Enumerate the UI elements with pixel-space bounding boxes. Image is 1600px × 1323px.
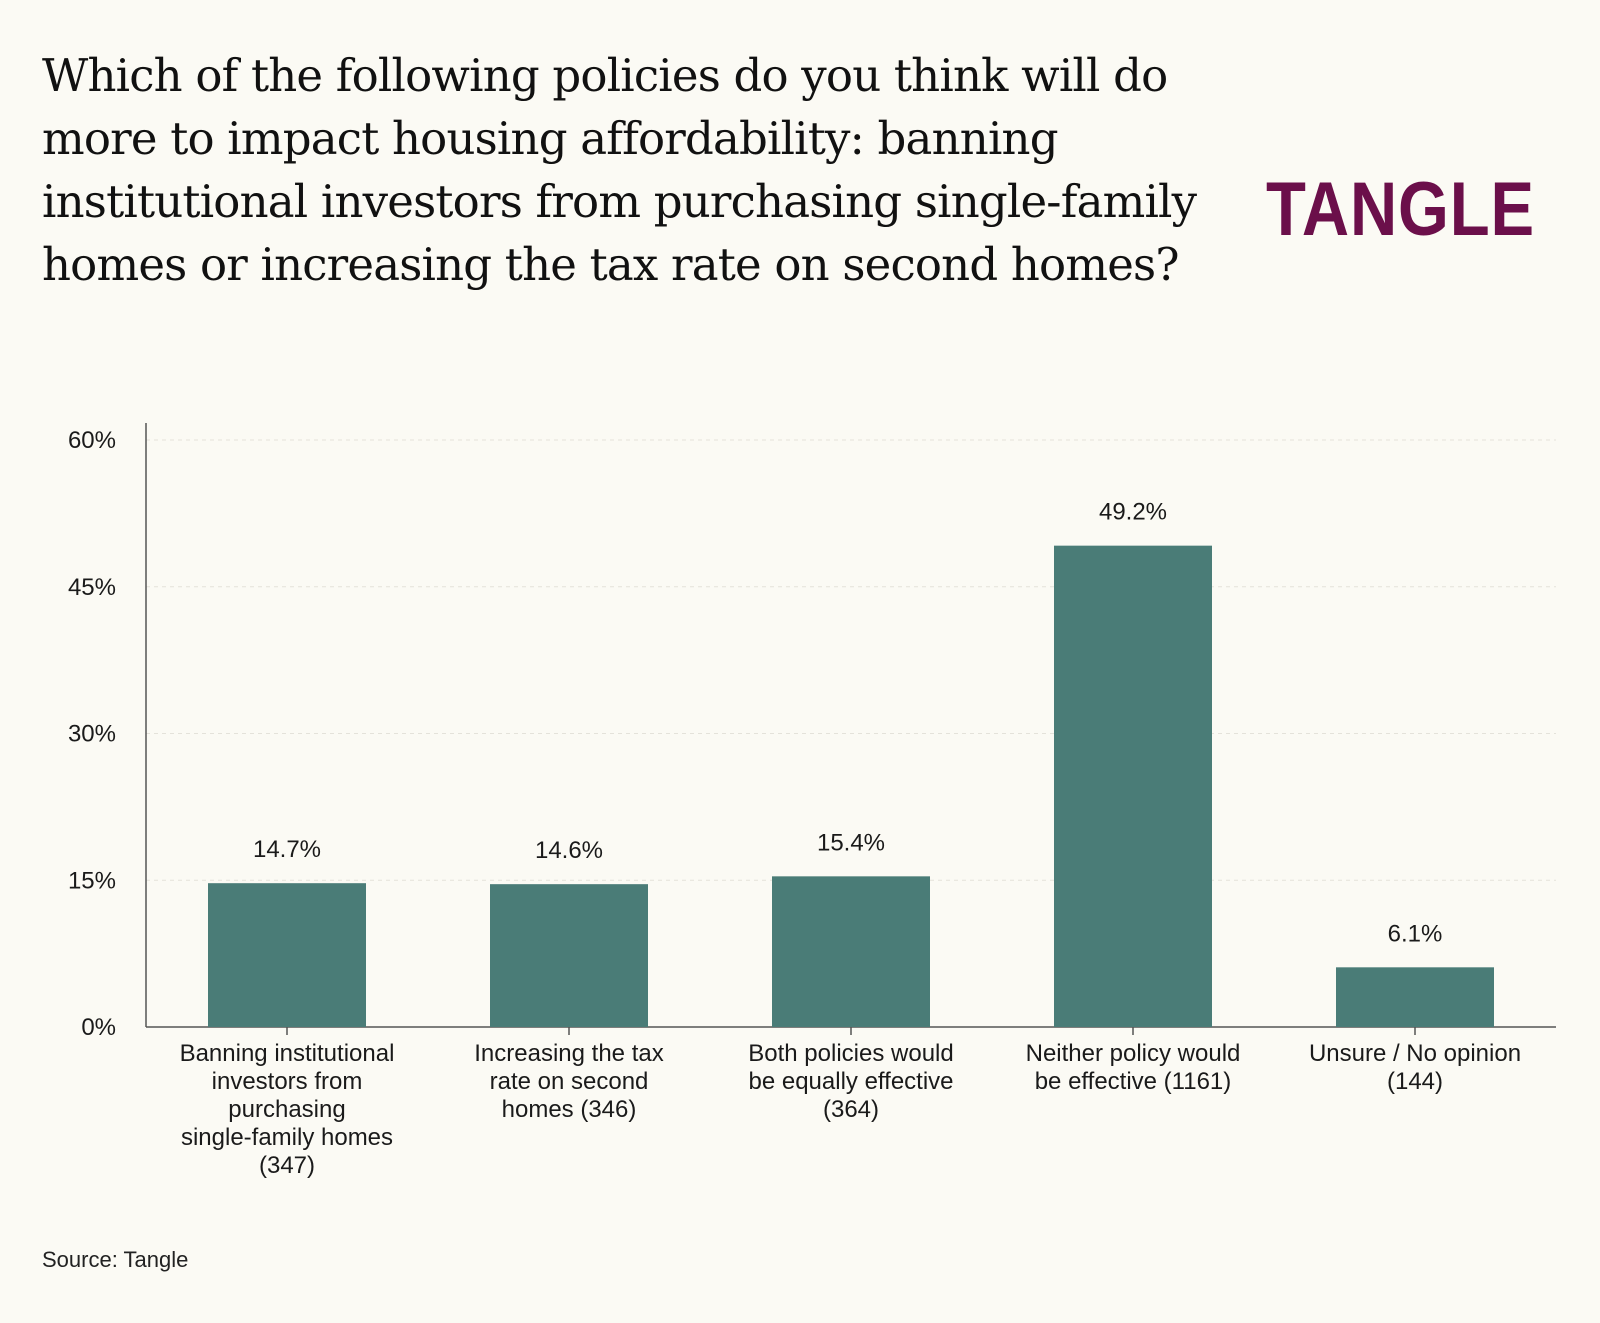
bar (490, 884, 648, 1027)
x-tick-label: Both policies would be equally effective(… (748, 1040, 953, 1123)
data-label: 49.2% (1099, 499, 1167, 526)
x-tick-label: Unsure / No opinion (144) (1309, 1040, 1521, 1095)
chart-title: Which of the following policies do you t… (42, 49, 1197, 291)
y-tick-label: 60% (68, 427, 116, 454)
data-label: 14.6% (535, 837, 603, 864)
bar (1054, 545, 1212, 1027)
x-tick-label: Banning institutional investors from purch… (180, 1040, 395, 1179)
y-tick-label: 0% (81, 1014, 116, 1041)
bar (1336, 967, 1494, 1027)
data-label: 14.7% (253, 836, 321, 863)
y-tick-label: 45% (68, 574, 116, 601)
source-note: Source: Tangle (42, 1247, 189, 1272)
y-tick-label: 30% (68, 721, 116, 748)
tangle-logo: TANGLE (1266, 167, 1536, 252)
x-tick-label: Increasing the tax rate on second homes (3… (474, 1040, 663, 1123)
bar (208, 883, 366, 1027)
bar (772, 876, 930, 1027)
data-label: 15.4% (817, 829, 885, 856)
y-tick-label: 15% (68, 867, 116, 894)
data-label: 6.1% (1388, 920, 1443, 947)
x-tick-label: Neither policy would be effective (1161) (1026, 1040, 1241, 1095)
